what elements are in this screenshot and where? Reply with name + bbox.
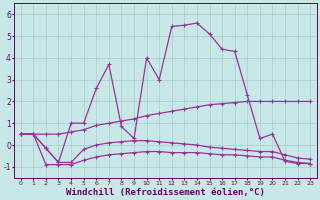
X-axis label: Windchill (Refroidissement éolien,°C): Windchill (Refroidissement éolien,°C) xyxy=(66,188,265,197)
